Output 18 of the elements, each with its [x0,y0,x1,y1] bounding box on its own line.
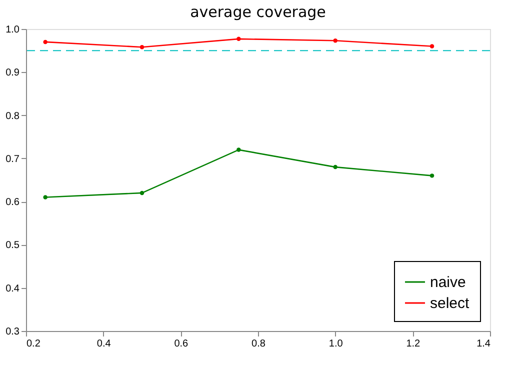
y-tick-label: 0.4 [6,283,20,294]
y-tick-label: 0.8 [6,110,20,122]
x-tick-label: 0.4 [96,338,112,350]
y-tick-label: 0.3 [6,326,20,338]
y-tick-label: 0.9 [6,68,20,79]
x-tick-label: 1.0 [328,338,344,350]
chart-title: average coverage [190,3,326,21]
y-tick-label: 0.5 [6,240,20,252]
x-tick-label: 1.2 [406,338,421,350]
legend-label: naive [430,274,466,291]
y-tick-label: 1.0 [6,24,20,36]
y-tick-label: 0.6 [6,197,20,208]
x-tick-label: 1.4 [476,338,491,350]
x-tick-label: 0.2 [26,338,41,350]
y-tick-label: 0.7 [6,154,20,165]
legend-label: select [430,295,470,312]
x-tick-label: 0.8 [252,338,266,350]
x-tick-label: 0.6 [174,338,189,350]
